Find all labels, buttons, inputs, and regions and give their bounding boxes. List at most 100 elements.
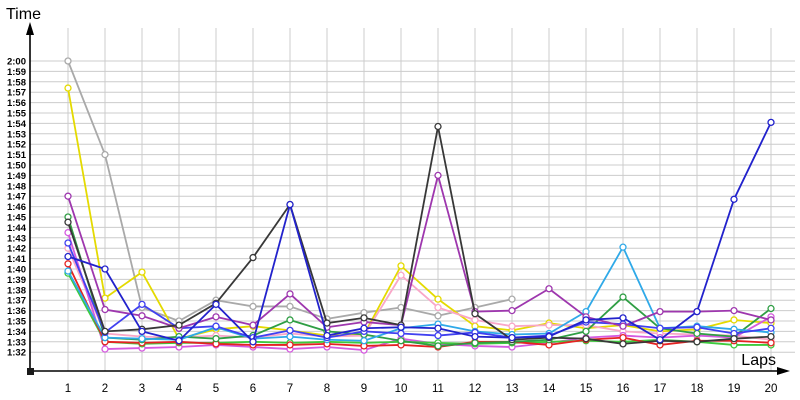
data-point-navy — [693, 307, 701, 316]
data-point-gray — [64, 57, 72, 65]
series-line-purple — [67, 174, 772, 330]
data-point-cyan — [360, 337, 368, 345]
data-point-yellow — [397, 262, 405, 270]
data-point-pink — [508, 322, 516, 330]
data-point-blue — [434, 331, 442, 340]
x-axis-tick-labels: 1 2 3 4 5 6 7 8 9 10 11 12 13 14 15 16 17 18 19 20 — [65, 383, 778, 395]
data-point-cyan — [138, 335, 146, 343]
y-tick-label: 1:51 — [7, 150, 27, 161]
data-point-navy — [64, 252, 72, 261]
data-point-pink — [545, 321, 553, 329]
data-point-gray — [434, 312, 442, 320]
data-point-black — [101, 327, 109, 336]
series-line-blue — [67, 242, 772, 339]
x-tick-label: 14 — [543, 383, 556, 395]
data-point-gray — [508, 295, 516, 303]
x-tick-label: 6 — [250, 383, 256, 395]
y-tick-label: 1:58 — [7, 77, 26, 88]
x-tick-label: 17 — [654, 383, 667, 395]
data-point-purple — [212, 313, 220, 321]
data-point-purple — [730, 306, 738, 315]
series-line-red — [67, 263, 772, 348]
data-point-red — [286, 341, 294, 349]
y-tick-label: 1:47 — [7, 192, 26, 203]
data-point-yellow — [138, 268, 146, 276]
x-tick-label: 8 — [324, 383, 330, 395]
data-point-red — [619, 333, 627, 342]
data-point-purple — [101, 305, 109, 314]
y-axis-arrow-icon — [26, 22, 34, 35]
data-point-red — [64, 260, 72, 268]
data-point-purple — [138, 312, 146, 320]
data-point-green — [212, 335, 220, 343]
x-tick-label: 4 — [176, 383, 183, 395]
data-point-navy — [360, 324, 368, 332]
data-point-navy — [101, 265, 109, 273]
data-point-pink — [397, 271, 405, 279]
data-point-black — [175, 321, 183, 329]
data-point-pink — [471, 316, 479, 324]
data-point-black — [730, 335, 738, 343]
series-line-yellow — [67, 87, 772, 340]
y-tick-label: 1:48 — [7, 181, 26, 192]
y-tick-label: 1:49 — [7, 171, 26, 182]
x-tick-label: 12 — [469, 383, 482, 395]
x-axis-arrow-icon — [777, 367, 790, 375]
y-tick-label: 1:43 — [7, 233, 26, 244]
x-tick-label: 16 — [617, 383, 630, 395]
data-point-purple — [64, 192, 72, 200]
data-point-navy — [249, 338, 257, 346]
series-line-magenta — [67, 232, 772, 352]
x-tick-label: 18 — [691, 383, 704, 395]
y-tick-label: 1:46 — [7, 202, 26, 213]
data-point-gray — [286, 302, 294, 311]
data-point-black — [360, 314, 368, 322]
data-point-black — [767, 332, 775, 341]
x-tick-label: 3 — [139, 383, 145, 395]
data-point-black — [582, 335, 590, 343]
data-point-black — [619, 340, 627, 348]
y-tick-label: 1:50 — [7, 161, 26, 172]
data-point-blue — [64, 239, 72, 247]
y-tick-label: 1:55 — [7, 109, 27, 120]
data-point-blue — [212, 322, 220, 330]
data-point-yellow — [434, 295, 442, 303]
y-tick-label: 1:40 — [7, 265, 26, 276]
x-tick-label: 7 — [287, 383, 293, 395]
data-point-green — [582, 327, 590, 336]
data-point-gray — [249, 302, 257, 311]
x-tick-label: 13 — [506, 383, 519, 395]
data-point-blue — [397, 329, 405, 338]
data-point-purple — [434, 171, 442, 180]
y-tick-label: 1:38 — [7, 285, 26, 296]
data-point-green — [397, 337, 405, 345]
data-point-cyan — [64, 267, 72, 275]
data-point-navy — [212, 300, 220, 309]
data-point-black — [471, 310, 479, 318]
data-point-green — [434, 342, 442, 350]
data-point-green — [619, 293, 627, 301]
data-point-yellow — [101, 294, 109, 302]
data-point-black — [693, 338, 701, 346]
data-point-blue — [767, 324, 775, 332]
y-tick-label: 1:45 — [7, 213, 27, 224]
data-point-navy — [397, 323, 405, 331]
data-point-purple — [656, 307, 664, 316]
data-point-navy — [434, 324, 442, 332]
data-point-cyan — [619, 243, 627, 251]
x-tick-label: 15 — [580, 383, 593, 395]
y-tick-label: 1:41 — [7, 254, 27, 265]
data-point-blue — [286, 326, 294, 335]
y-tick-label: 1:44 — [7, 223, 27, 234]
data-point-navy — [471, 332, 479, 341]
data-point-navy — [619, 314, 627, 322]
data-point-navy — [508, 333, 516, 342]
origin-marker — [27, 368, 34, 375]
data-point-navy — [175, 337, 183, 345]
data-point-green — [286, 316, 294, 324]
series-line-black — [67, 125, 772, 345]
x-tick-label: 2 — [102, 383, 108, 395]
data-point-navy — [730, 195, 738, 203]
data-point-navy — [286, 200, 294, 209]
